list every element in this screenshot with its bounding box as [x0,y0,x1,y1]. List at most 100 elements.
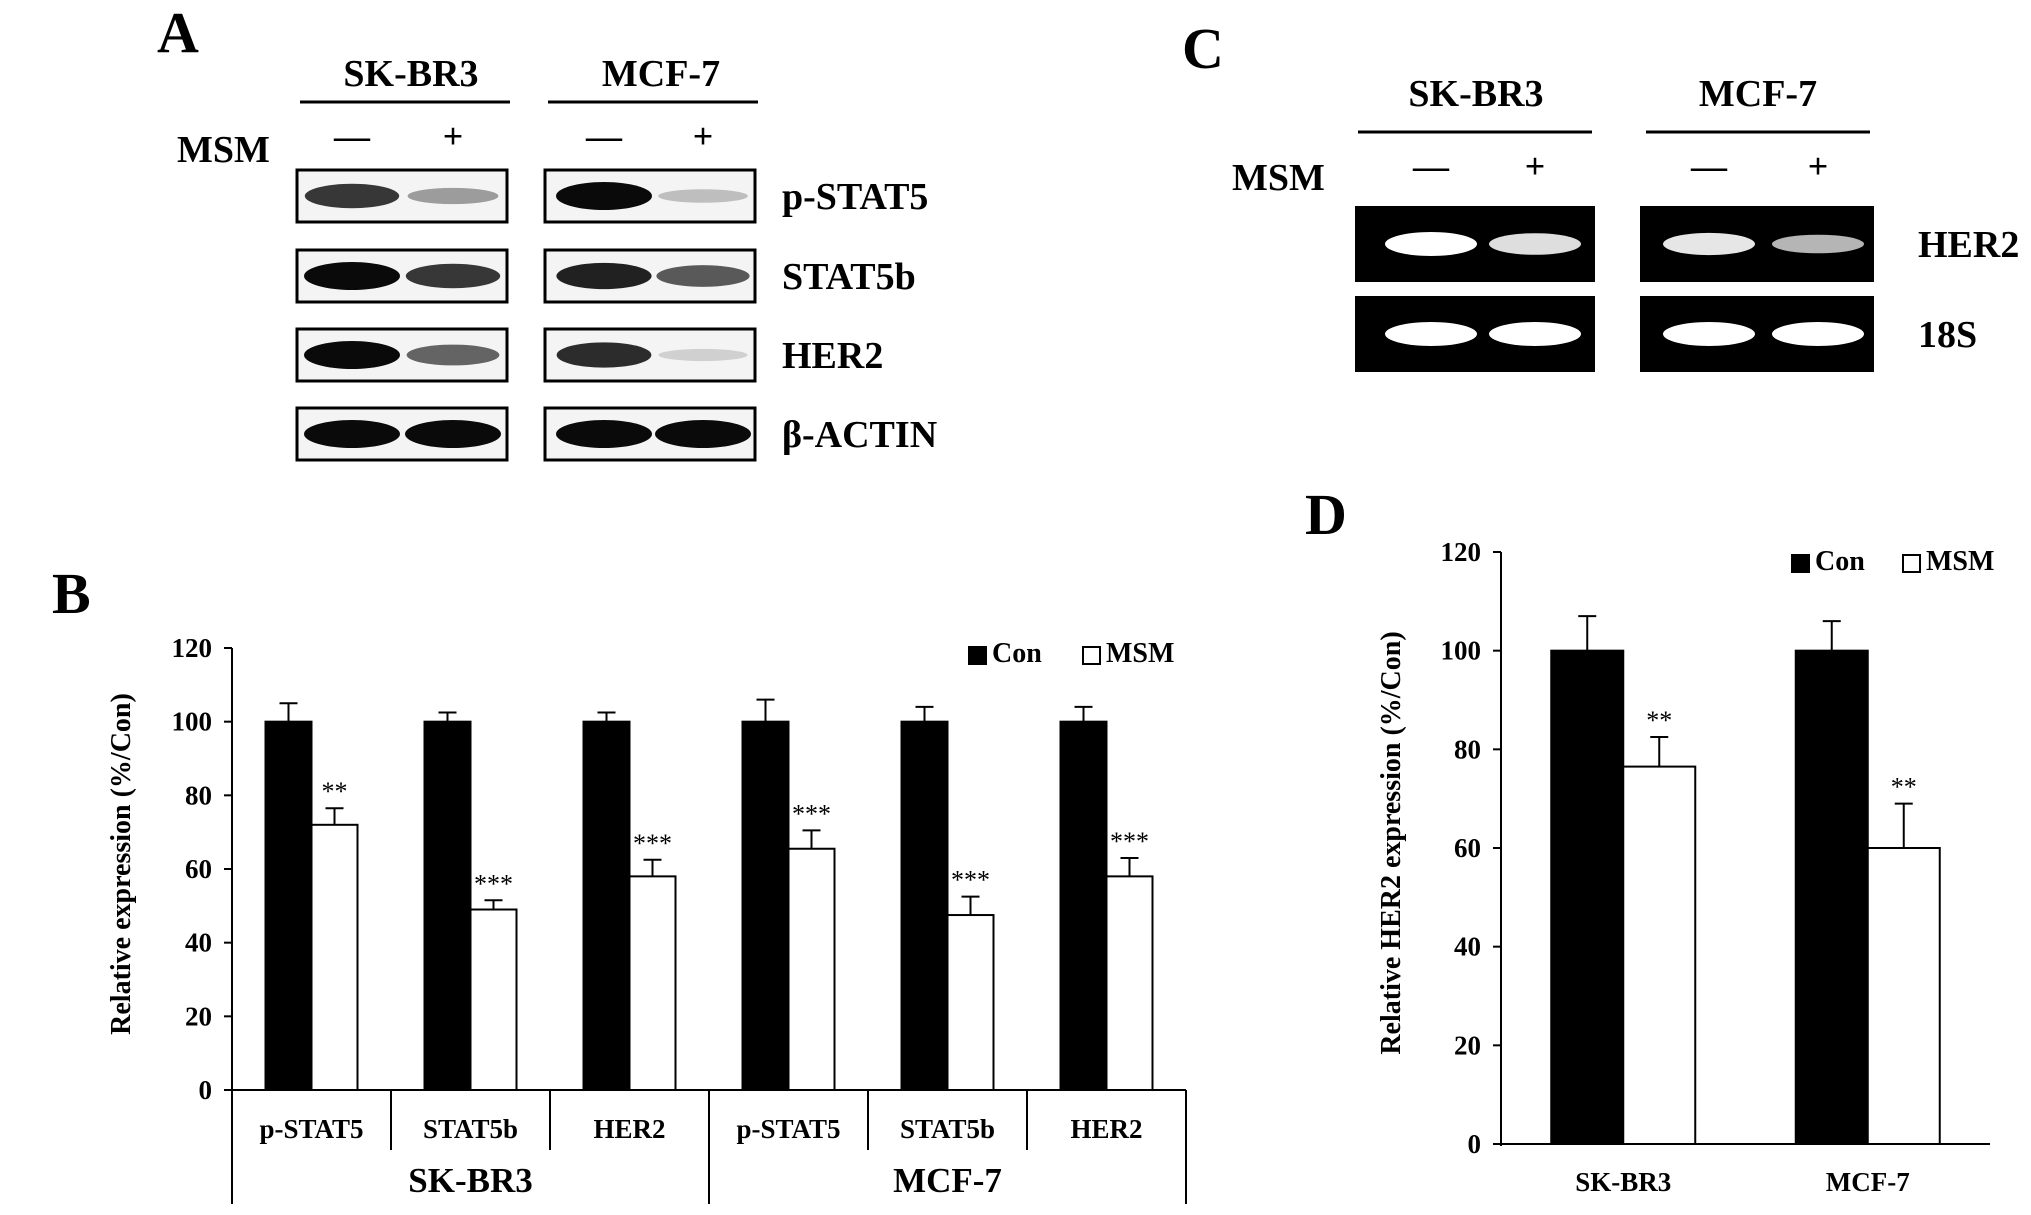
group-label: SK-BR3 [408,1161,532,1200]
bar-msm [946,914,995,1092]
bar-con [1059,720,1108,1092]
gel-band [1489,233,1581,255]
bar-msm [1866,847,1941,1145]
y-tick-label: 0 [199,1075,213,1105]
x-tick-label: STAT5b [423,1114,518,1144]
blot-band [655,420,751,448]
y-tick-label: 0 [1468,1129,1482,1159]
legend-label: MSM [1926,546,1994,577]
gel-band [1663,322,1755,346]
blot-band [556,342,652,368]
treatment-plus: + [693,116,714,156]
bar-con [582,720,631,1092]
bar-msm [469,908,518,1091]
y-tick-label: 20 [185,1001,212,1031]
band-label: STAT5b [782,256,916,298]
gel-band [1772,234,1864,254]
treatment-minus: — [585,116,623,156]
blot-band [405,263,501,289]
blot-band [304,341,400,369]
x-tick-label: MCF-7 [1826,1167,1910,1197]
bar-msm [310,823,359,1091]
x-tick-label: p-STAT5 [736,1114,840,1144]
bar-con [1794,649,1869,1146]
legend-label: MSM [1106,638,1174,669]
blot-band [656,265,750,287]
panel-b-letter: B [52,561,91,626]
panel-b-bar-chart: B Relative expression (%/Con) 0 20 40 60 80 1… [52,561,1187,1204]
significance-marker: ** [322,777,348,806]
bar-msm [787,847,836,1091]
bar-con [264,720,313,1092]
legend-swatch [968,646,987,665]
significance-marker: *** [633,829,672,858]
y-tick-label: 100 [1441,636,1482,666]
treatment-plus: + [443,116,464,156]
legend-label: Con [1815,546,1865,577]
bar-msm [628,875,677,1091]
x-tick-label: STAT5b [900,1114,995,1144]
panel-d-letter: D [1305,482,1347,547]
y-axis-label: Relative HER2 expression (%/Con) [1376,631,1407,1054]
group-label: MCF-7 [893,1161,1002,1200]
blot-band [556,182,652,210]
y-tick-label: 60 [185,854,212,884]
gel-band [1489,322,1581,346]
blot-band [304,183,400,209]
treatment-label: MSM [1232,157,1325,199]
treatment-minus: — [1412,146,1450,186]
y-tick-label: 120 [172,633,213,663]
significance-marker: ** [1646,706,1672,735]
y-tick-label: 120 [1441,537,1482,567]
y-tick-label: 80 [1454,734,1481,764]
treatment-minus: — [333,116,371,156]
legend-swatch [1902,554,1921,573]
blot-band [405,420,501,448]
bar-con [423,720,472,1092]
bar-con [741,720,790,1092]
y-axis-label: Relative expression (%/Con) [106,693,137,1035]
blot-band [304,420,400,448]
significance-marker: *** [951,866,990,895]
y-tick-label: 20 [1454,1030,1481,1060]
y-tick-label: 40 [1454,932,1481,962]
gel-band [1385,322,1477,346]
significance-marker: *** [474,869,513,898]
panel-c-rt-pcr-gel: C SK-BR3 MCF-7 MSM — + — + HER2 18S [1182,16,2019,372]
x-tick-label: SK-BR3 [1575,1167,1671,1197]
x-tick-label: HER2 [593,1114,665,1144]
blot-band [556,262,652,290]
y-tick-label: 80 [185,780,212,810]
cell-line-label-mcf7: MCF-7 [1699,73,1817,115]
y-tick-label: 60 [1454,833,1481,863]
band-label: HER2 [1918,224,2019,266]
blot-band [304,262,400,290]
legend-swatch [1082,646,1101,665]
treatment-plus: + [1808,146,1829,186]
panel-a-western-blot: A SK-BR3 MCF-7 MSM — + — + p-STAT5 STAT5b… [157,0,937,462]
bar-msm [1105,875,1154,1091]
significance-marker: ** [1891,773,1917,802]
panel-d-bar-chart: D Relative HER2 expression (%/Con) 0 20 40… [1305,482,1994,1197]
blot-band [658,189,748,203]
cell-line-label-skbr3: SK-BR3 [343,53,478,95]
bar-con [900,720,949,1092]
band-label: β-ACTIN [782,414,937,456]
blot-band [658,348,748,362]
band-label: 18S [1918,314,1977,356]
bar-msm [1622,765,1697,1145]
panel-c-letter: C [1182,16,1224,81]
legend-label: Con [992,638,1042,669]
legend-swatch [1791,554,1810,573]
bar-con [1550,649,1625,1146]
treatment-minus: — [1690,146,1728,186]
cell-line-label-skbr3: SK-BR3 [1408,73,1543,115]
band-label: HER2 [782,335,883,377]
band-label: p-STAT5 [782,176,928,218]
panel-a-letter: A [157,0,199,65]
blot-band [406,344,500,366]
gel-band [1663,232,1755,256]
significance-marker: *** [1110,827,1149,856]
gel-band [1772,322,1864,346]
